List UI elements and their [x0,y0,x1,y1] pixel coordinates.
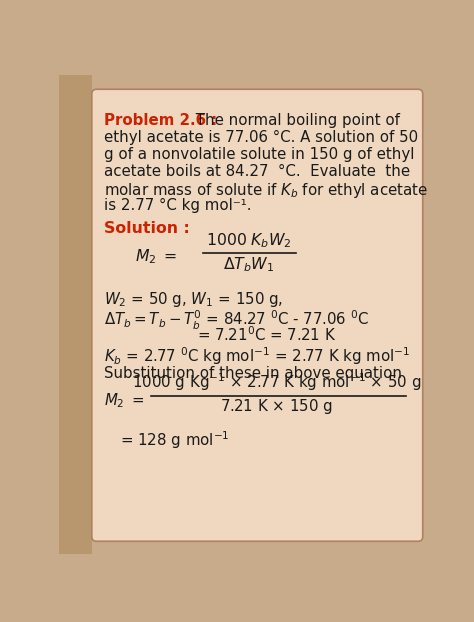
FancyBboxPatch shape [92,90,423,541]
Text: ethyl acetate is 77.06 °C. A solution of 50: ethyl acetate is 77.06 °C. A solution of… [104,130,419,145]
Text: $W_2$ = 50 g, $W_1$ = 150 g,: $W_2$ = 50 g, $W_1$ = 150 g, [104,290,283,309]
Text: is 2.77 °C kg mol⁻¹.: is 2.77 °C kg mol⁻¹. [104,198,252,213]
Text: The normal boiling point of: The normal boiling point of [191,113,400,128]
Text: g of a nonvolatile solute in 150 g of ethyl: g of a nonvolatile solute in 150 g of et… [104,147,415,162]
Text: acetate boils at 84.27  °C.  Evaluate  the: acetate boils at 84.27 °C. Evaluate the [104,164,410,179]
Text: Solution :: Solution : [104,221,190,236]
Text: 7.21 K $\times$ 150 g: 7.21 K $\times$ 150 g [220,397,333,416]
Text: $K_b$ = 2.77 $^0$C kg mol$^{-1}$ = 2.77 K kg mol$^{-1}$: $K_b$ = 2.77 $^0$C kg mol$^{-1}$ = 2.77 … [104,346,410,368]
Text: $M_2\;=$: $M_2\;=$ [135,247,177,266]
Text: $M_2\;=$: $M_2\;=$ [104,392,144,411]
Text: $1000$ g Kg$^{-1}$ $\times$ 2.77 K kg mol$^{-1}$ $\times$ 50 g: $1000$ g Kg$^{-1}$ $\times$ 2.77 K kg mo… [132,372,421,394]
Text: = 128 g mol$^{-1}$: = 128 g mol$^{-1}$ [120,429,229,450]
Text: = 7.21$^0$C = 7.21 K: = 7.21$^0$C = 7.21 K [197,326,337,345]
Text: molar mass of solute if $K_b$ for ethyl acetate: molar mass of solute if $K_b$ for ethyl … [104,181,428,200]
Text: Problem 2.6 :: Problem 2.6 : [104,113,217,128]
Text: Substitution of these in above equation: Substitution of these in above equation [104,366,402,381]
Text: $\Delta T_b = T_b - T^0_b$ = 84.27 $^0$C - 77.06 $^0$C: $\Delta T_b = T_b - T^0_b$ = 84.27 $^0$C… [104,309,369,332]
Text: $1000\;K_b W_2$: $1000\;K_b W_2$ [206,231,292,250]
Text: $\Delta T_b W_1$: $\Delta T_b W_1$ [223,255,275,274]
Bar [59,75,92,554]
